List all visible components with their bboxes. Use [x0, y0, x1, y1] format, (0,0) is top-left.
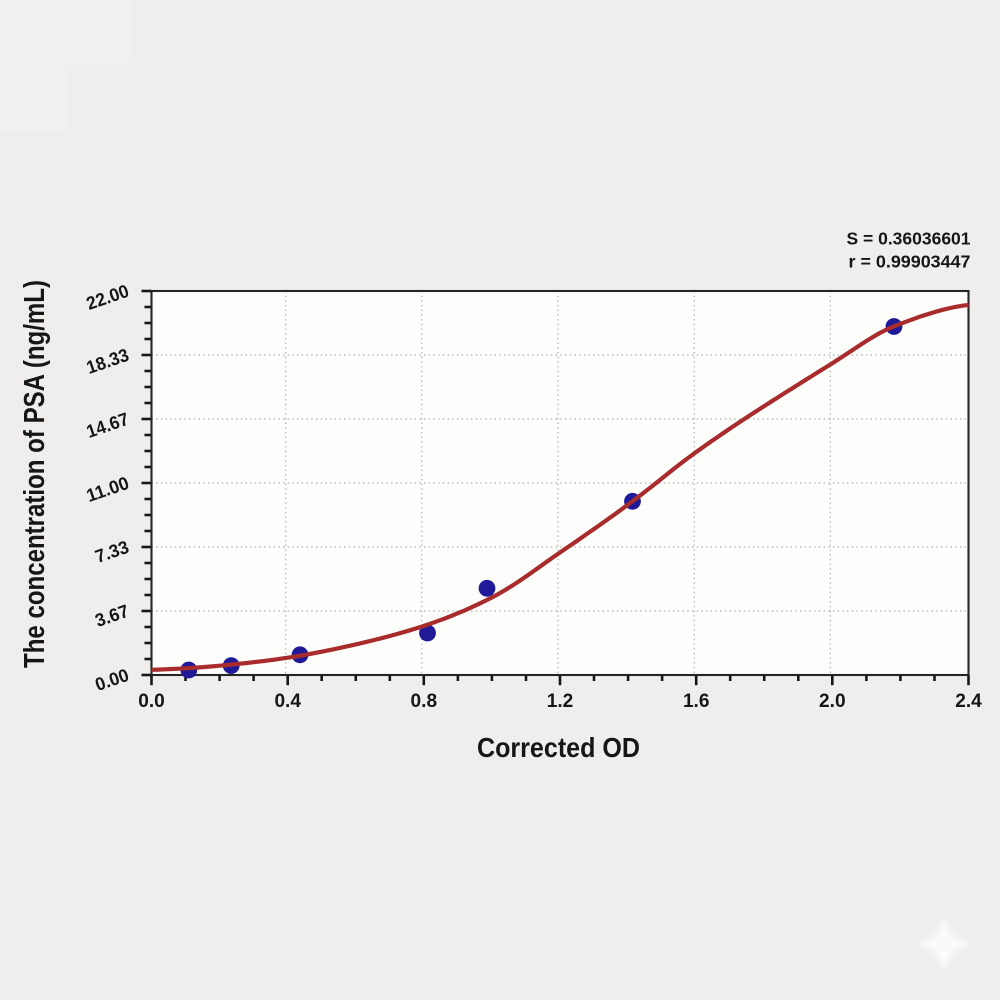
svg-text:2.4: 2.4 — [955, 690, 982, 712]
svg-text:0.4: 0.4 — [274, 690, 301, 712]
svg-text:2.0: 2.0 — [819, 690, 846, 712]
svg-text:r = 0.99903447: r = 0.99903447 — [849, 252, 971, 272]
svg-text:Corrected OD: Corrected OD — [477, 732, 640, 763]
svg-text:0.0: 0.0 — [138, 690, 165, 712]
svg-text:1.2: 1.2 — [547, 690, 574, 712]
svg-text:The concentration of PSA (ng/m: The concentration of PSA (ng/mL) — [19, 280, 51, 668]
svg-text:1.6: 1.6 — [683, 690, 710, 712]
svg-text:S = 0.36036601: S = 0.36036601 — [847, 229, 971, 249]
svg-text:0.8: 0.8 — [411, 690, 438, 712]
